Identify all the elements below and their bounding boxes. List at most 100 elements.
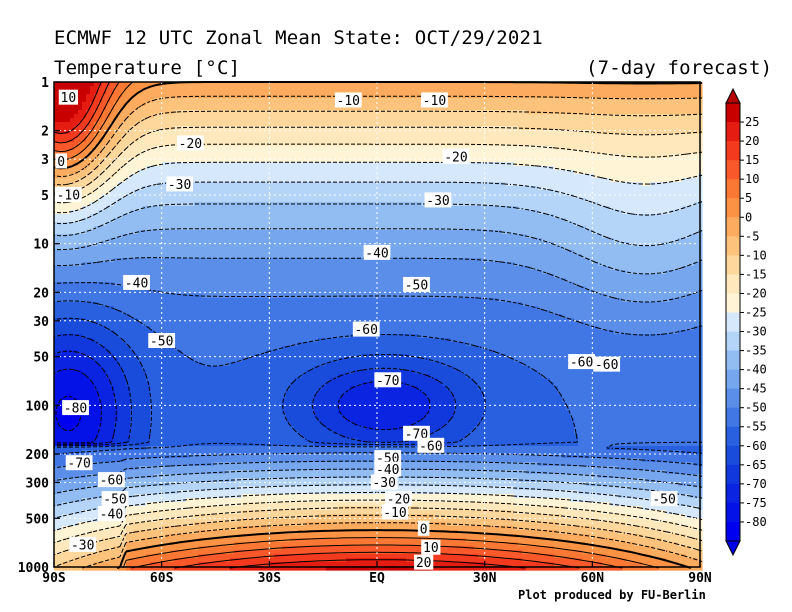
contour-label: -30: [69, 537, 96, 554]
contour-label-text: -70: [67, 457, 90, 472]
contour-label: -10: [335, 92, 362, 109]
y-tick-label: 2: [41, 125, 49, 140]
colorbar-label: -5: [745, 229, 759, 243]
y-tick-label: 1000: [18, 561, 49, 576]
contour-label-text: -50: [103, 493, 126, 508]
colorbar-label: -80: [745, 515, 767, 529]
colorbar-label: 20: [745, 134, 759, 148]
colorbar-label: -75: [745, 496, 767, 510]
contour-label: -50: [403, 277, 430, 294]
colorbar-segment: [726, 103, 740, 123]
colorbar-segment: [726, 274, 740, 294]
contour-label: -30: [425, 192, 452, 209]
colorbar-label: -70: [745, 477, 767, 491]
contour-label: -40: [123, 275, 150, 292]
x-tick-label: 90N: [688, 571, 712, 586]
colorbar-label: -10: [745, 248, 767, 262]
contour-label-text: -40: [365, 246, 388, 261]
colorbar-segment: [726, 179, 740, 199]
contour-label-text: 20: [416, 556, 432, 571]
contour-label: 10: [421, 540, 440, 557]
contour-label-text: 0: [420, 522, 428, 537]
colorbar-label: -15: [745, 267, 767, 281]
contour-label: -70: [374, 372, 401, 389]
contour-label-text: -40: [100, 507, 123, 522]
x-tick-label: 30N: [473, 571, 497, 586]
contour-label-text: -80: [64, 402, 87, 417]
colorbar-segment: [726, 370, 740, 390]
contour-label-text: -10: [423, 94, 446, 109]
colorbar-segment: [726, 198, 740, 218]
contour-label: -60: [353, 322, 380, 339]
contour-label: -50: [148, 333, 175, 350]
y-tick-label: 30: [33, 315, 49, 330]
contour-label-text: -50: [652, 493, 675, 508]
colorbar-segment: [726, 160, 740, 180]
contour-label: -60: [593, 357, 620, 374]
contour-label: -50: [651, 491, 678, 508]
contour-label-text: -10: [57, 189, 80, 204]
colorbar-label: -25: [745, 305, 767, 319]
contour-label-text: -70: [376, 374, 399, 389]
y-tick-label: 10: [33, 238, 49, 253]
colorbar-segment: [726, 427, 740, 447]
colorbar-segment: [726, 255, 740, 275]
colorbar-label: -50: [745, 401, 767, 415]
contour-label: -20: [177, 135, 204, 152]
contour-label-text: -60: [595, 358, 618, 373]
colorbar-segment: [726, 312, 740, 332]
colorbar-label: -45: [745, 382, 767, 396]
contour-label-text: -30: [168, 178, 191, 193]
contour-label: -80: [62, 400, 89, 417]
colorbar-label: -30: [745, 325, 767, 339]
colorbar-label: 15: [745, 153, 759, 167]
contour-label: -60: [98, 472, 125, 489]
colorbar-segment: [726, 465, 740, 485]
contour-label-text: -50: [405, 278, 428, 293]
contour-label: -70: [66, 455, 93, 472]
contour-label: 20: [414, 555, 433, 572]
colorbar-label: -65: [745, 458, 767, 472]
contour-label: -10: [382, 504, 409, 521]
colorbar-label: -60: [745, 439, 767, 453]
contour-label-text: -30: [426, 194, 449, 209]
contour-label-text: -30: [71, 538, 94, 553]
contour-label: 10: [59, 90, 78, 107]
contour-label-text: -30: [372, 476, 395, 491]
contour-label: 0: [418, 521, 430, 538]
contour-label: -60: [417, 438, 444, 455]
y-tick-label: 300: [26, 476, 50, 491]
colorbar-label: -55: [745, 420, 767, 434]
y-tick-label: 200: [26, 448, 50, 463]
contour-label-text: -60: [419, 439, 442, 454]
colorbar-arrow-top: [726, 89, 740, 103]
contour-label-text: -40: [125, 276, 148, 291]
contour-label-text: 10: [423, 541, 439, 556]
colorbar-arrow-bottom: [726, 541, 740, 555]
colorbar-segment: [726, 408, 740, 428]
y-tick-label: 500: [26, 512, 50, 527]
contour-label-text: 10: [61, 91, 77, 106]
contour-label-text: -60: [570, 356, 593, 371]
contour-label: -10: [55, 187, 82, 204]
contour-label-text: 0: [57, 155, 65, 170]
colorbar-label: 10: [745, 172, 759, 186]
contour-label-text: -10: [337, 94, 360, 109]
contour-label: -60: [568, 354, 595, 371]
contour-label: -30: [166, 176, 193, 193]
x-tick-label: EQ: [369, 571, 385, 586]
colorbar-segment: [726, 217, 740, 237]
contour-label-text: -10: [383, 506, 406, 521]
colorbar-label: -35: [745, 344, 767, 358]
contour-label-text: -20: [444, 150, 467, 165]
contour-label-text: -60: [100, 474, 123, 489]
colorbar-segment: [726, 446, 740, 466]
contour-label: -30: [371, 474, 398, 491]
y-tick-label: 100: [26, 399, 50, 414]
colorbar-segment: [726, 236, 740, 256]
colorbar-segment: [726, 484, 740, 504]
y-tick-label: 50: [33, 351, 49, 366]
colorbar-label: 25: [745, 115, 759, 129]
colorbar-segment: [726, 141, 740, 161]
